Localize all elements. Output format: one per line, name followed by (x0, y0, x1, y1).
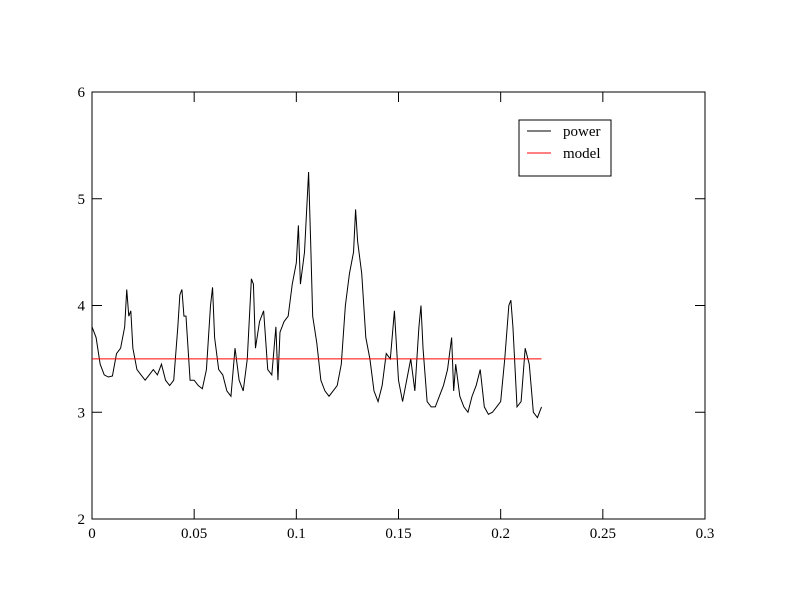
y-tick-label: 2 (78, 512, 86, 528)
x-tick-label: 0.1 (287, 526, 306, 542)
y-tick-label: 3 (78, 405, 86, 421)
x-tick-label: 0.3 (696, 526, 715, 542)
x-tick-label: 0.2 (491, 526, 510, 542)
legend-box (518, 119, 612, 177)
x-tick-label: 0.05 (181, 526, 207, 542)
x-tick-label: 0.25 (590, 526, 616, 542)
series-line (91, 172, 542, 419)
plot-frame (91, 91, 706, 520)
x-tick-label: 0.15 (385, 526, 411, 542)
y-tick-label: 6 (78, 85, 86, 101)
legend-label: power (563, 124, 601, 140)
y-tick-label: 4 (78, 299, 86, 315)
y-tick-label: 5 (78, 192, 86, 208)
legend-label: model (563, 146, 601, 162)
x-tick-label: 0 (88, 526, 96, 542)
